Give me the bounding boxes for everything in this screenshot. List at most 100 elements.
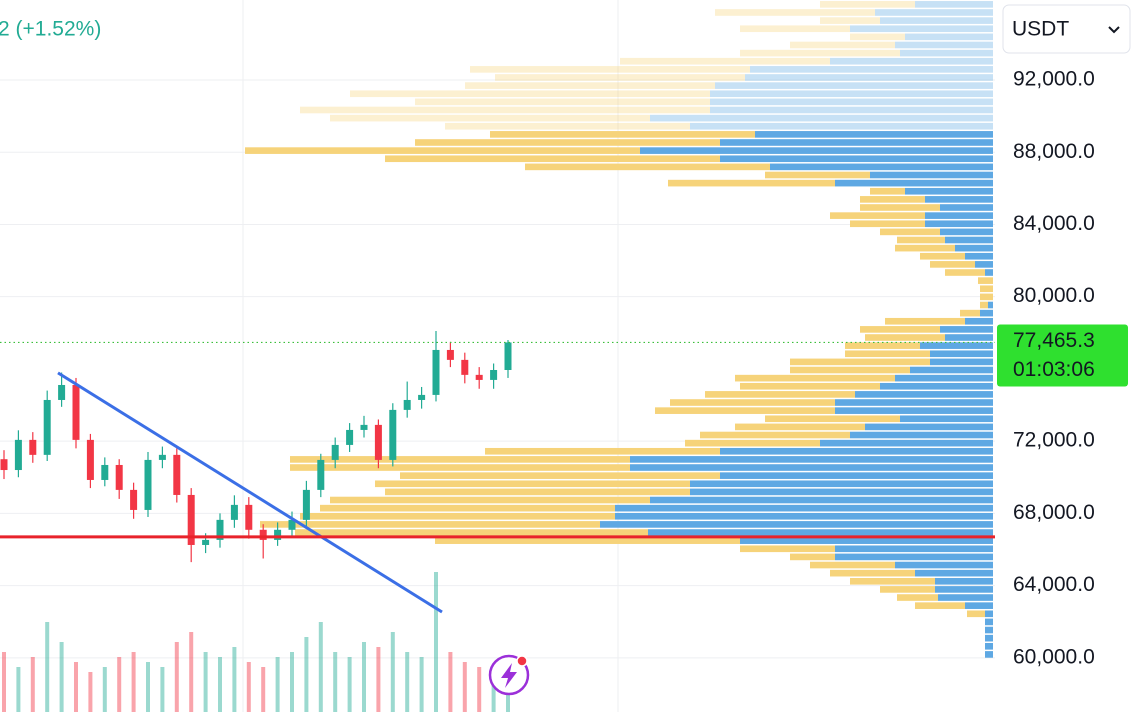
lightning-button[interactable]	[488, 654, 530, 696]
profile-bar	[600, 521, 993, 528]
dropdown-box[interactable]	[1002, 4, 1131, 54]
profile-bar	[830, 212, 925, 219]
profile-bar	[975, 261, 993, 268]
candle-body	[446, 349, 454, 360]
profile-bar	[885, 317, 965, 325]
profile-bar	[415, 98, 710, 106]
profile-bar	[745, 74, 993, 81]
volume-bar	[419, 657, 424, 712]
profile-bar	[925, 212, 993, 219]
y-tick-label: 60,000.0	[1013, 645, 1095, 668]
notification-dot[interactable]	[516, 655, 528, 667]
profile-bar	[670, 399, 835, 406]
candle-body	[259, 529, 267, 540]
volume-bar	[376, 647, 381, 712]
dropdown-caret[interactable]	[1108, 26, 1120, 34]
profile-bar	[895, 41, 993, 49]
profile-bar	[720, 155, 993, 163]
profile-bar	[985, 626, 993, 634]
profile-bar	[897, 594, 938, 601]
profile-bar	[720, 139, 993, 146]
candle-body	[461, 359, 469, 375]
volume-bar	[448, 652, 453, 712]
profile-bar	[905, 187, 993, 195]
candle-body	[130, 489, 138, 510]
profile-bar	[710, 90, 993, 98]
volume-bar	[218, 657, 222, 712]
profile-bar	[985, 634, 993, 642]
volume-bar	[146, 662, 150, 712]
profile-bar	[690, 480, 993, 488]
profile-bar	[740, 537, 993, 544]
profile-bar	[940, 326, 993, 333]
volume-bar	[477, 667, 482, 712]
profile-bar	[465, 82, 715, 89]
volume-bar	[131, 652, 136, 712]
profile-bar	[790, 366, 910, 374]
profile-bar	[845, 350, 930, 358]
profile-bar	[630, 464, 993, 471]
profile-bar	[978, 277, 993, 284]
profile-bar	[735, 423, 865, 431]
profile-bar	[935, 577, 993, 585]
candle-body	[187, 494, 195, 545]
profile-bar	[690, 122, 993, 130]
profile-bar	[935, 586, 993, 593]
volume-bar	[434, 572, 438, 712]
candle-body	[403, 399, 411, 410]
candle-body	[346, 429, 354, 445]
volume-bar	[16, 667, 21, 712]
profile-bar	[790, 358, 930, 366]
volume-bar	[174, 642, 179, 712]
candle-body	[115, 464, 123, 490]
candle-body	[302, 489, 310, 520]
candle-body	[158, 454, 166, 460]
volume-bar	[160, 667, 165, 712]
profile-bar	[850, 431, 993, 439]
profile-bar	[400, 472, 720, 479]
candle-body	[216, 519, 224, 540]
volume-bar	[491, 672, 496, 712]
profile-bar	[900, 49, 993, 57]
profile-bar	[490, 131, 755, 138]
profile-bar	[850, 220, 925, 228]
y-tick-label: 68,000.0	[1013, 501, 1095, 524]
profile-bar	[740, 25, 850, 33]
profile-bar	[290, 456, 630, 463]
profile-bar	[710, 98, 993, 106]
profile-bar	[260, 521, 600, 528]
profile-bar	[880, 228, 940, 236]
profile-bar	[980, 293, 993, 301]
y-tick-label: 92,000.0	[1013, 68, 1095, 91]
candle-body	[288, 519, 296, 530]
volume-bar	[59, 642, 64, 712]
profile-bar	[485, 447, 720, 455]
profile-bar	[967, 610, 985, 618]
volume-bar	[232, 647, 237, 712]
volume-bar	[102, 667, 107, 712]
profile-bar	[845, 342, 920, 349]
profile-bar	[375, 480, 690, 488]
candle-body	[58, 384, 66, 400]
profile-bar	[435, 537, 740, 544]
candle-body	[475, 374, 483, 380]
candle-body	[14, 439, 22, 471]
candle-body	[490, 369, 498, 380]
lightning-icon[interactable]	[501, 663, 517, 688]
profile-bar	[925, 220, 993, 228]
currency-dropdown[interactable]: USDT	[1002, 4, 1131, 54]
volume-bar	[45, 622, 50, 712]
dropdown-text[interactable]: USDT	[1012, 18, 1069, 41]
y-tick-label: 84,000.0	[1013, 212, 1095, 235]
profile-bar	[770, 163, 993, 171]
volume-bar	[318, 622, 323, 712]
profile-bar	[875, 9, 993, 16]
volume-bar	[275, 657, 280, 712]
profile-bar	[820, 1, 915, 8]
profile-bar	[955, 244, 993, 252]
profile-bar	[965, 252, 993, 260]
candle-body	[389, 409, 397, 460]
profile-bar	[715, 82, 993, 89]
profile-bar	[880, 17, 993, 24]
